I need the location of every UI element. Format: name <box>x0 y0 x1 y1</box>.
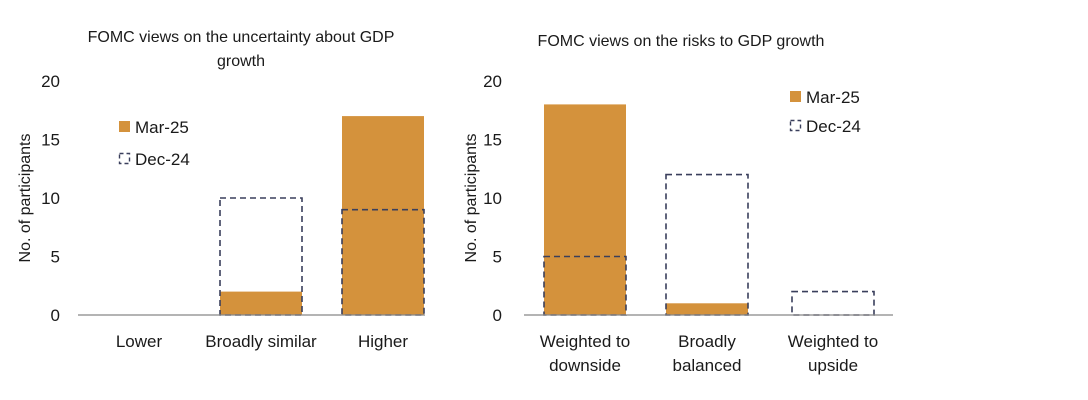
legend-swatch-mar-25 <box>119 121 130 132</box>
legend-label: Dec-24 <box>135 150 190 169</box>
y-tick-label: 5 <box>51 248 60 267</box>
bar-mar25-1 <box>220 291 302 315</box>
chart-uncertainty: FOMC views on the uncertainty about GDP g… <box>17 29 425 351</box>
bar-dec24-1 <box>665 173 749 316</box>
chart-title: growth <box>217 53 265 70</box>
x-tick-label: Weighted to <box>788 332 878 351</box>
bar-mar25-0 <box>544 104 626 316</box>
y-tick-label: 20 <box>41 72 60 91</box>
legend-swatch-dec-24 <box>118 152 131 165</box>
x-tick-label: upside <box>808 356 858 375</box>
bar-mar25-1 <box>666 303 748 315</box>
x-tick-label: downside <box>549 356 621 375</box>
y-tick-label: 15 <box>41 131 60 150</box>
legend-label: Dec-24 <box>806 117 861 136</box>
chart-title: FOMC views on the uncertainty about GDP <box>88 29 395 46</box>
x-tick-label: Lower <box>116 332 163 351</box>
chart-risks: FOMC views on the risks to GDP growth No.… <box>463 33 893 375</box>
bar-dec24-2 <box>791 290 875 316</box>
y-tick-label: 0 <box>493 306 502 325</box>
x-tick-label: Higher <box>358 332 408 351</box>
legend-label: Mar-25 <box>806 88 860 107</box>
legend-swatch-mar-25 <box>790 91 801 102</box>
y-tick-label: 20 <box>483 72 502 91</box>
y-tick-label: 0 <box>51 306 60 325</box>
x-tick-label: Broadly similar <box>205 332 317 351</box>
y-tick-label: 15 <box>483 131 502 150</box>
y-axis-label: No. of participants <box>463 134 480 263</box>
legend-label: Mar-25 <box>135 118 189 137</box>
legend-swatch-dec-24 <box>789 119 802 132</box>
bar-mar25-2 <box>342 116 424 315</box>
chart-title: FOMC views on the risks to GDP growth <box>538 33 825 50</box>
y-tick-label: 10 <box>41 189 60 208</box>
x-tick-label: Broadly <box>678 332 736 351</box>
x-tick-label: balanced <box>672 356 741 375</box>
bar-dec24-2 <box>341 208 425 316</box>
y-axis-label: No. of participants <box>17 134 34 263</box>
y-tick-label: 10 <box>483 189 502 208</box>
x-tick-label: Weighted to <box>540 332 630 351</box>
y-tick-label: 5 <box>493 248 502 267</box>
